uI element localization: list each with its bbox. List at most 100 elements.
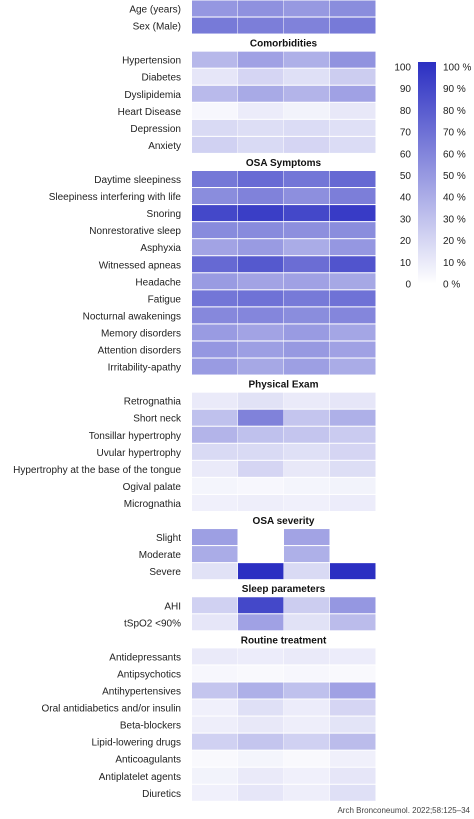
row-label-antiplatelet-agents: Antiplatelet agents	[99, 772, 181, 783]
row-label-sex-male: Sex (Male)	[133, 22, 181, 33]
colorbar-tick-left: 40	[400, 193, 412, 204]
heatmap-cell-lipid-lowering-drugs-col4	[330, 733, 376, 750]
heatmap-cell-antidepressants-col1	[192, 648, 238, 665]
row-label-antipsychotics: Antipsychotics	[117, 669, 181, 680]
colorbar-tick-right: 30 %	[443, 214, 466, 225]
heatmap-cell-hypertrophy-at-the-base-of-the-tongue-col1	[192, 460, 238, 477]
colorbar-tick-right: 50 %	[443, 171, 466, 182]
heatmap-cell-beta-blockers-col3	[284, 716, 330, 733]
colorbar-tick-left: 70	[400, 128, 412, 139]
row-label-daytime-sleepiness: Daytime sleepiness	[94, 175, 181, 186]
row-label-retrognathia: Retrognathia	[124, 397, 182, 408]
row-label-diuretics: Diuretics	[142, 789, 181, 800]
heatmap-cell-anticoagulants-col2	[238, 750, 284, 767]
row-label-tonsillar-hypertrophy: Tonsillar hypertrophy	[89, 431, 181, 442]
heatmap-cell-sleepiness-interfering-with-life-col3	[284, 188, 330, 205]
heatmap-cell-severe-col3	[284, 563, 330, 580]
heatmap-cell-sex-male-col4	[330, 17, 376, 34]
heatmap-cell-anticoagulants-col3	[284, 750, 330, 767]
heatmap-cell-short-neck-col4	[330, 409, 376, 426]
heatmap-cell-diabetes-col3	[284, 68, 330, 85]
heatmap-cell-retrognathia-col1	[192, 392, 238, 409]
heatmap-cell-dyslipidemia-col2	[238, 85, 284, 102]
heatmap-cell-diuretics-col3	[284, 784, 330, 801]
heatmap-cell-antidepressants-col4	[330, 648, 376, 665]
row-label-snoring: Snoring	[147, 209, 181, 220]
row-label-asphyxia: Asphyxia	[140, 243, 181, 254]
heatmap-cell-daytime-sleepiness-col4	[330, 171, 376, 187]
heatmap-cell-micrognathia-col4	[330, 494, 376, 511]
row-label-fatigue: Fatigue	[148, 294, 182, 305]
heatmap-cell-attention-disorders-col2	[238, 341, 284, 358]
row-label-hypertension: Hypertension	[122, 56, 181, 67]
row-label-lipid-lowering-drugs: Lipid-lowering drugs	[92, 738, 182, 749]
heatmap-cell-nonrestorative-sleep-col3	[284, 222, 330, 239]
heatmap-cell-tspo2-90-col3	[284, 614, 330, 631]
row-label-short-neck: Short neck	[133, 414, 182, 425]
heatmap-cell-lipid-lowering-drugs-col3	[284, 733, 330, 750]
row-label-headache: Headache	[135, 277, 181, 288]
heatmap-cell-severe-col2	[238, 563, 284, 580]
heatmap-cell-asphyxia-col2	[238, 239, 284, 256]
section-header-osa-symptoms: OSA Symptoms	[246, 158, 322, 169]
heatmap-cell-retrognathia-col3	[284, 392, 330, 409]
heatmap-cell-headache-col4	[330, 273, 376, 290]
heatmap-cell-snoring-col2	[238, 205, 284, 222]
section-header-physical-exam: Physical Exam	[248, 380, 318, 391]
heatmap-cell-anxiety-col3	[284, 136, 330, 153]
heatmap-cell-attention-disorders-col4	[330, 341, 376, 358]
heatmap-cell-fatigue-col1	[192, 290, 238, 307]
heatmap-cell-attention-disorders-col1	[192, 341, 238, 358]
heatmap-cell-antiplatelet-agents-col3	[284, 767, 330, 784]
heatmap-cell-short-neck-col1	[192, 409, 238, 426]
heatmap-cell-ahi-col4	[330, 597, 376, 614]
heatmap-cell-antidepressants-col2	[238, 648, 284, 665]
row-label-micrognathia: Micrognathia	[124, 499, 182, 510]
heatmap-cell-ogival-palate-col1	[192, 477, 238, 494]
heatmap-cell-headache-col3	[284, 273, 330, 290]
row-label-hypertrophy-at-the-base-of-the-tongue: Hypertrophy at the base of the tongue	[13, 465, 181, 476]
heatmap-cell-ahi-col3	[284, 597, 330, 614]
heatmap-cell-anticoagulants-col1	[192, 750, 238, 767]
heatmap-cell-antipsychotics-col3	[284, 665, 330, 682]
heatmap-cell-snoring-col4	[330, 205, 376, 222]
heatmap-cell-beta-blockers-col2	[238, 716, 284, 733]
heatmap-cell-uvular-hypertrophy-col2	[238, 443, 284, 460]
heatmap-cell-uvular-hypertrophy-col4	[330, 443, 376, 460]
heatmap-cell-hypertension-col2	[238, 51, 284, 68]
heatmap-cell-ogival-palate-col4	[330, 477, 376, 494]
colorbar-tick-right: 100 %	[443, 63, 471, 74]
heatmap-cell-tonsillar-hypertrophy-col3	[284, 426, 330, 443]
heatmap-cell-snoring-col1	[192, 205, 238, 222]
heatmap-cell-heart-disease-col3	[284, 102, 330, 119]
heatmap-cell-dyslipidemia-col3	[284, 85, 330, 102]
heatmap-cell-depression-col2	[238, 119, 284, 136]
heatmap-cell-depression-col1	[192, 119, 238, 136]
heatmap-cell-fatigue-col3	[284, 290, 330, 307]
row-label-anticoagulants: Anticoagulants	[115, 755, 181, 766]
heatmap-cell-antihypertensives-col2	[238, 682, 284, 699]
row-label-beta-blockers: Beta-blockers	[120, 721, 181, 732]
heatmap-cell-nonrestorative-sleep-col1	[192, 222, 238, 239]
heatmap-cell-heart-disease-col2	[238, 102, 284, 119]
colorbar-tick-left: 0	[405, 280, 411, 291]
colorbar-tick-left: 100	[394, 63, 411, 74]
heatmap-cell-diuretics-col2	[238, 784, 284, 801]
heatmap-cell-severe-col1	[192, 563, 238, 580]
row-label-uvular-hypertrophy: Uvular hypertrophy	[97, 448, 181, 459]
heatmap-cell-anxiety-col4	[330, 136, 376, 153]
heatmap-cell-age-years-col2	[238, 0, 284, 17]
heatmap-cell-depression-col4	[330, 119, 376, 136]
row-label-antihypertensives: Antihypertensives	[102, 687, 181, 698]
heatmap-cell-tspo2-90-col4	[330, 614, 376, 631]
heatmap-cell-oral-antidiabetics-and-or-insulin-col4	[330, 699, 376, 716]
heatmap-cell-uvular-hypertrophy-col1	[192, 443, 238, 460]
heatmap-cell-tspo2-90-col1	[192, 614, 238, 631]
row-label-sleepiness-interfering-with-life: Sleepiness interfering with life	[49, 192, 182, 203]
heatmap-cell-memory-disorders-col3	[284, 324, 330, 341]
heatmap-cell-daytime-sleepiness-col3	[284, 171, 330, 187]
heatmap-cell-irritability-apathy-col3	[284, 358, 330, 375]
heatmap-cell-retrognathia-col4	[330, 392, 376, 409]
heatmap-cell-slight-col1	[192, 529, 238, 546]
